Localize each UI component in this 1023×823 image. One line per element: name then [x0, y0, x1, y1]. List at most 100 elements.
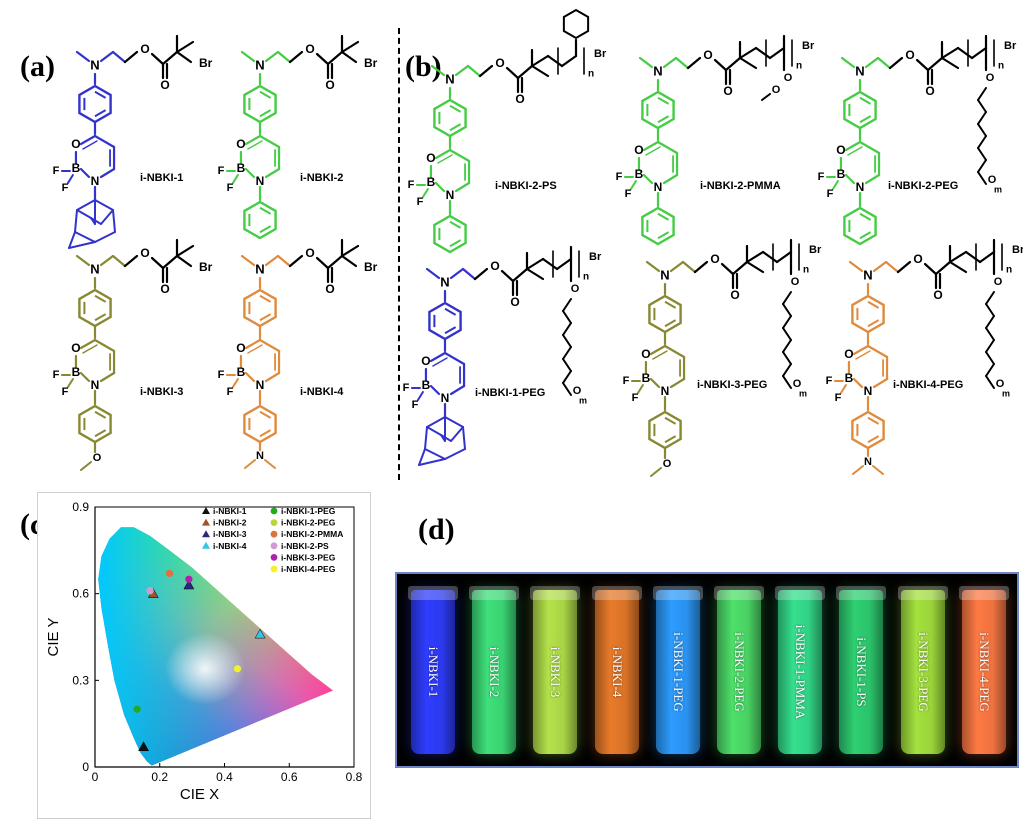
nbki-3-peg-benzene-double-bond [664, 319, 677, 328]
nbki-2-ps-chain-bond [454, 64, 470, 77]
legend-label: i-NBKI-1 [213, 506, 247, 516]
nbki-3-ring-bond [93, 338, 116, 353]
nbki-3-peg-atom-n: N [661, 384, 670, 398]
nbki-1-ester-bond [150, 52, 165, 66]
nbki-3-peg-atom-f: F [632, 392, 639, 404]
nbki-1-bf-bond [66, 174, 74, 184]
nbki-1-peg-adamantyl-bond [440, 434, 446, 442]
legend-marker [202, 518, 210, 526]
legend-label: i-NBKI-1-PEG [281, 506, 336, 516]
nbki-1-peg-bond [525, 257, 545, 271]
vial-i-nbki-3: i-NBKI-3 [530, 586, 581, 754]
nbki-2-ring-bond [244, 167, 256, 179]
cie-chart: 0 0.2 0.4 0.6 0.8 0 0.3 0.6 0.9 CIE X CIE Y i-NBKI-… [45, 500, 363, 803]
nbki-4-ring-bond [258, 338, 281, 353]
nbki-3-peg-atom-o: O [793, 378, 802, 390]
nbki-2-ps-atom-o: O [495, 56, 504, 70]
nbki-2-phenyl-double-bond [259, 206, 272, 215]
nbki-4-peg-methyl-bond [852, 465, 864, 475]
legend-marker [202, 541, 210, 549]
legend-marker [270, 565, 278, 573]
nbki-4-atom-n: N [256, 378, 265, 392]
nbki-4-peg-atom-n: N [864, 384, 873, 398]
nbki-1-adamantyl-bond [100, 209, 114, 225]
y-tick-label: 0.3 [72, 673, 89, 687]
nbki-3-peg-atom-n: N [660, 267, 669, 282]
nbki-2-ps-phenyl [433, 214, 467, 254]
nbki-2-pmma-atom-o: O [703, 48, 712, 62]
nbki-2-ps-atom-n: N [446, 188, 455, 202]
nbki-1-peg-bond [511, 267, 529, 283]
nbki-3-peg-ring-bond [649, 377, 661, 389]
nbki-2-peg-atom-n: N [855, 63, 864, 78]
nbki-1-peg-peg-bond [562, 322, 572, 336]
nbki-2-peg-chain-bond [876, 56, 892, 70]
nbki-2-peg-phenyl [843, 206, 877, 246]
nbki-3-ring-bond [99, 371, 116, 383]
nbki-3-peg-atom-b: B [642, 371, 651, 385]
nbki-2-ps-backbone [560, 54, 578, 68]
nbki-2-peg-atom-o: O [925, 84, 934, 98]
legend-label: i-NBKI-2 [213, 518, 247, 528]
nbki-4-methyl-bond [244, 459, 256, 469]
nbki-3-peg-atom-o: O [641, 347, 650, 361]
nbki-3-phenyl-double-bond [94, 410, 107, 419]
nbki-4-peg-peg-bond [985, 315, 995, 329]
vial-label: i-NBKI-2-PEG [732, 632, 747, 712]
data-point-i-nbki-2-ps [146, 587, 154, 595]
nbki-2-pmma-ring-bond [642, 140, 660, 152]
nbki-2-pmma-phenyl [641, 206, 675, 246]
nbki-4-bond [340, 254, 358, 268]
nbki-2-bf-bond [231, 174, 239, 184]
nbki-4-peg-peg-bond [985, 351, 995, 365]
nbki-3-atom-f: F [62, 386, 69, 398]
nbki-1-adamantyl-bond [76, 199, 96, 211]
nbki-3-peg-bond [731, 260, 749, 276]
nbki-4-ring-bond [264, 371, 281, 383]
nbki-3-peg-polymer: nBr O Om [761, 238, 822, 398]
nbki-4-ester-bond [315, 256, 330, 270]
nbki-4-peg-peg-bond [985, 303, 995, 317]
nbki-4-atom-o: O [236, 341, 245, 355]
nbki-1-peg-bf-bond [416, 391, 424, 401]
nbki-1-atom-f: F [53, 165, 60, 177]
nbki-1-peg-adamantyl [418, 416, 466, 466]
nbki-3-peg-atom-o: O [730, 288, 739, 302]
panel-label-d: (d) [418, 513, 455, 546]
nbki-3-peg-peg-bond [782, 315, 792, 329]
nbki-4-peg-atom-n: N [863, 267, 872, 282]
x-tick-label: 0.2 [151, 770, 168, 784]
nbki-2-atom-n: N [256, 174, 265, 188]
nbki-1-peg-polymer: nBr O Om [541, 245, 602, 405]
nbki-2-peg-phenyl-double-bond [859, 231, 872, 240]
legend-marker [270, 542, 278, 550]
nbki-3-peg-chain-bond [669, 260, 685, 273]
nbki-2-ps-chain-bond [478, 64, 494, 78]
vial-i-nbki-1-peg: i-NBKI-1-PEG [652, 586, 703, 754]
nbki-2-peg-atom-f: F [818, 171, 825, 183]
nbki-1-atom-b: B [72, 161, 81, 175]
nbki-2-peg-peg-bond [977, 123, 987, 137]
nbki-2-peg-chain-bond [888, 56, 904, 70]
nbki-2-pmma-bond [724, 56, 742, 72]
nbki-3-peg-peg-bond [782, 327, 792, 341]
nbki-3-peg-atom-o: O [710, 252, 719, 266]
nbki-3-methyl-bond [75, 254, 91, 267]
nbki-2-ps-atom-o: O [426, 151, 435, 165]
vial-i-nbki-3-peg: i-NBKI-3-PEG [897, 586, 948, 754]
nbki-3-benzene-double-bond [94, 294, 107, 303]
nbki-1-peg-adamantyl-bond [418, 458, 446, 466]
nbki-1-peg-peg-bond [562, 370, 572, 384]
vial-label: i-NBKI-4 [609, 646, 625, 698]
nbki-4-chain-bond [276, 254, 292, 268]
nbki-1-peg-adamantyl-bond [426, 426, 442, 436]
nbki-2-pmma-ring-bond [642, 173, 654, 185]
nbki-2-ps-atom-br: Br [594, 48, 607, 60]
nbki-2-atom-b: B [237, 161, 246, 175]
nbki-1-peg-adamantyl-bond [444, 416, 464, 428]
nbki-3-peg-bond [745, 260, 765, 274]
nbki-2-ring-bond [258, 134, 281, 149]
